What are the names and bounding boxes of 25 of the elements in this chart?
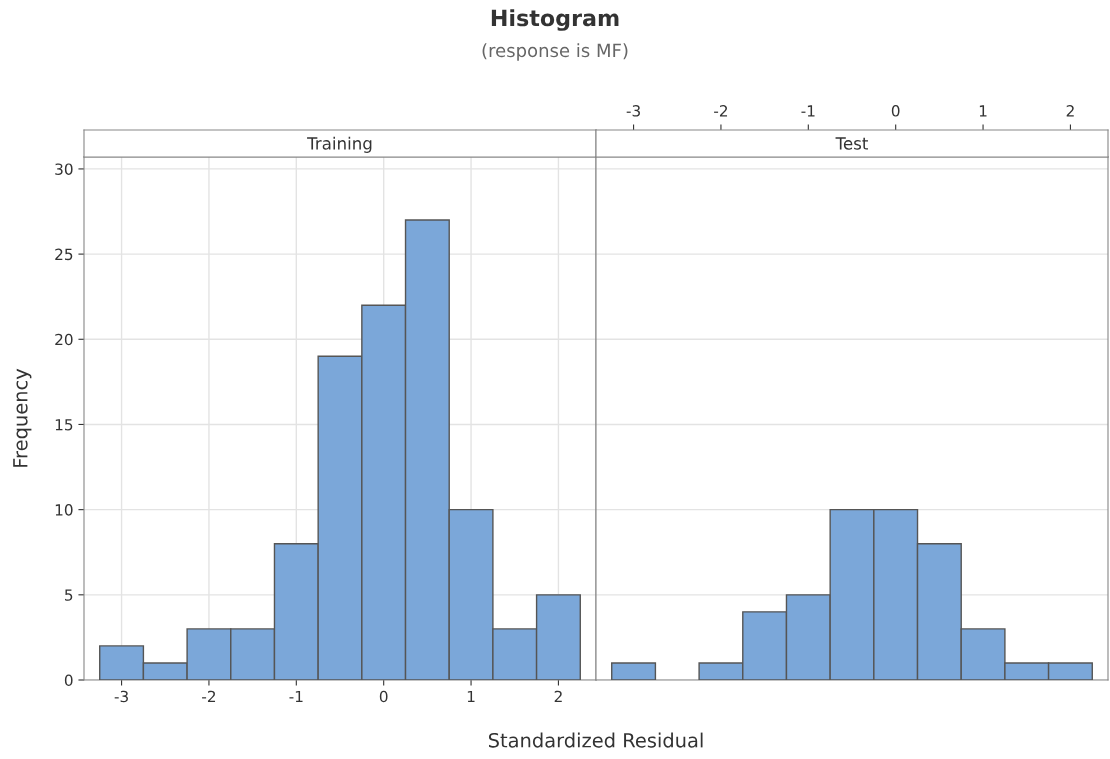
- y-axis-title: Frequency: [13, 368, 32, 467]
- chart-title: Training: [307, 136, 372, 153]
- x2-tick-label: 1: [979, 105, 987, 117]
- text: (response is MF): [482, 43, 628, 61]
- x2-tick-label: -3: [626, 105, 640, 117]
- y-tick-label: 10: [55, 504, 73, 516]
- x2-tick-label: -1: [801, 105, 815, 117]
- x2-tick-label: 2: [1066, 105, 1074, 117]
- y-tick-label: 0: [64, 674, 73, 687]
- x-tick-label: -1: [289, 690, 303, 703]
- y-tick-label: 25: [55, 248, 73, 261]
- y-tick-label: 5: [65, 589, 73, 601]
- x-tick-label: -2: [202, 690, 216, 703]
- y-tick-label: 20: [55, 333, 73, 346]
- text: Histogram: [491, 9, 619, 31]
- x-axis-title: Standardized Residual: [488, 732, 703, 748]
- x-tick-label: 0: [379, 690, 388, 703]
- x2-tick-label: 0: [891, 105, 900, 117]
- chart-title: Test: [835, 137, 869, 150]
- x-tick-label: -3: [114, 690, 128, 703]
- x-tick-label: 2: [554, 690, 562, 703]
- y-tick-label: 30: [55, 163, 73, 175]
- x-tick-label: 1: [467, 690, 475, 703]
- x2-tick-label: -2: [714, 105, 728, 117]
- y-tick-label: 15: [55, 419, 73, 431]
